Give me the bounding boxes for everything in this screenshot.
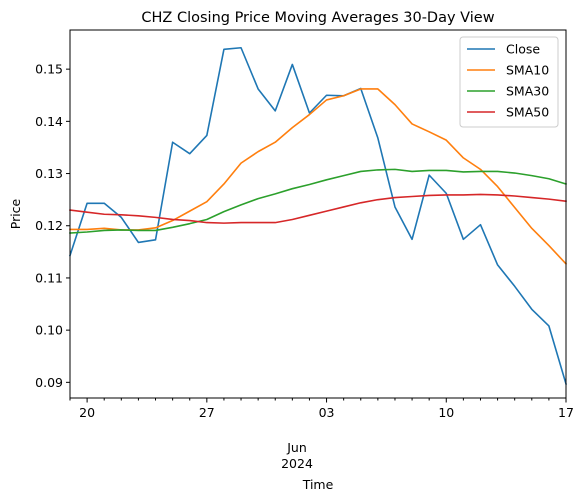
legend-label: Close — [506, 42, 540, 57]
x-tick-label: 03 — [319, 405, 335, 420]
x-tick-label: 17 — [558, 405, 574, 420]
plot-frame — [69, 29, 567, 399]
series-layer — [68, 46, 568, 385]
x-month-label: Jun — [286, 440, 307, 455]
y-axis: 0.09 0.10 0.11 0.12 0.13 0.14 0.15 — [35, 62, 70, 390]
y-tick-label: 0.14 — [35, 114, 63, 129]
x-axis-label: Time — [302, 477, 334, 492]
y-tick-label: 0.09 — [35, 375, 63, 390]
legend: Close SMA10 SMA30 SMA50 — [459, 36, 559, 128]
y-tick-label: 0.12 — [35, 218, 63, 233]
series-line-close — [68, 46, 567, 385]
y-tick-label: 0.10 — [35, 323, 63, 338]
y-tick-label: 0.13 — [35, 166, 63, 181]
plot-area — [68, 29, 568, 399]
x-tick-label: 20 — [79, 405, 95, 420]
legend-box — [459, 36, 559, 128]
x-tick-label: 27 — [199, 405, 215, 420]
chart-title: CHZ Closing Price Moving Averages 30-Day… — [141, 10, 494, 26]
legend-label: SMA30 — [506, 84, 549, 99]
y-tick-label: 0.15 — [35, 62, 63, 77]
series-line-sma50 — [69, 193, 567, 224]
y-axis-label: Price — [8, 198, 23, 229]
series-line-sma30 — [69, 168, 567, 234]
x-tick-label: 10 — [438, 405, 454, 420]
legend-label: SMA50 — [506, 105, 549, 120]
legend-label: SMA10 — [506, 63, 549, 78]
y-tick-label: 0.11 — [35, 270, 63, 285]
x-year-label: 2024 — [281, 456, 313, 471]
